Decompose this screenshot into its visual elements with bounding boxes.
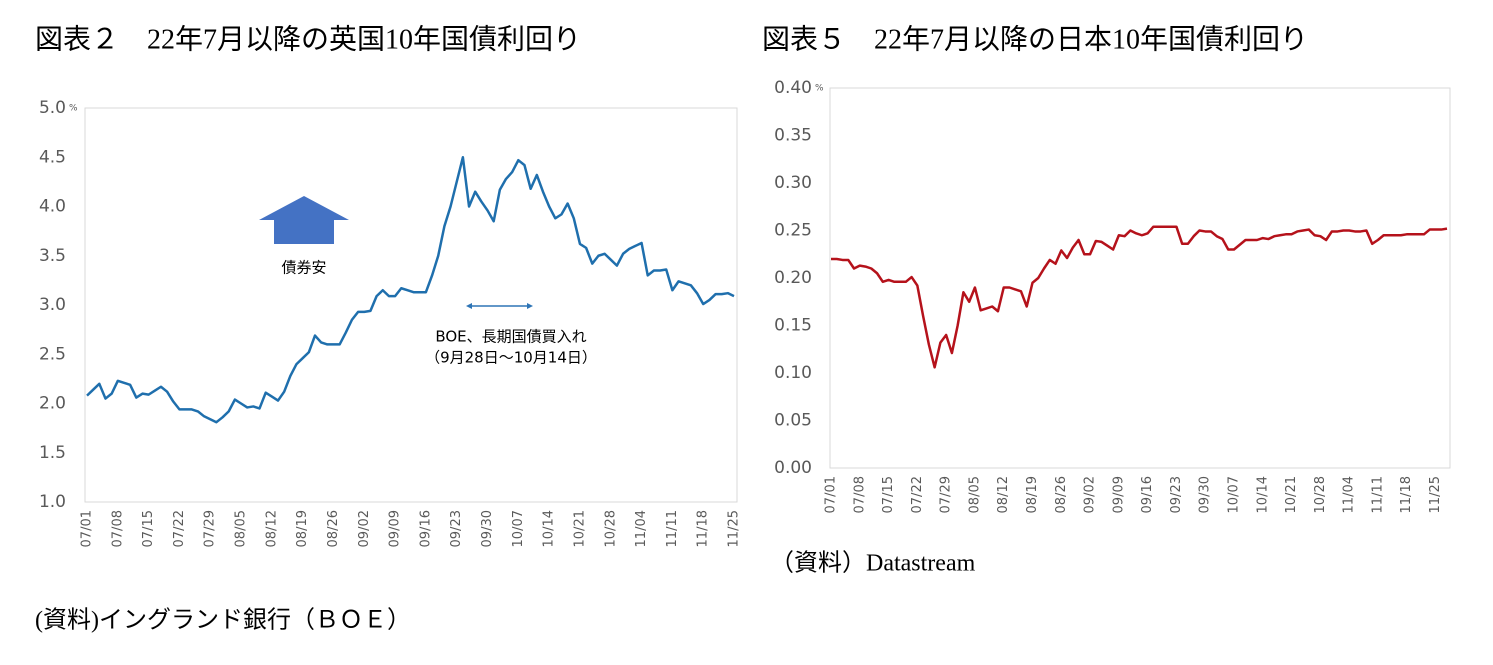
x-tick-label: 08/26: [1054, 476, 1069, 513]
annotation: （9月28日～10月14日）: [425, 349, 597, 367]
x-tick-label: 11/25: [1428, 476, 1443, 513]
x-tick-label: 09/30: [480, 510, 495, 547]
up-arrow: [259, 196, 349, 244]
x-tick-label: 09/02: [357, 510, 372, 547]
x-tick-label: 07/22: [910, 476, 925, 513]
x-tick-label: 10/07: [511, 510, 526, 547]
y-tick-label: 0.15: [774, 316, 812, 336]
x-tick-label: 11/18: [696, 510, 711, 547]
x-tick-label: 07/29: [203, 510, 218, 547]
x-tick-label: 10/14: [542, 510, 557, 547]
x-tick-label: 07/01: [80, 510, 95, 547]
x-tick-label: 08/19: [1025, 476, 1040, 513]
x-tick-label: 08/12: [264, 510, 279, 547]
y-tick-label: 0.30: [774, 173, 812, 193]
x-tick-label: 11/04: [634, 510, 649, 547]
data-line: [86, 156, 735, 424]
y-tick-label: 3.5: [39, 246, 66, 266]
x-tick-label: 11/11: [665, 510, 680, 547]
x-tick-label: 11/25: [727, 510, 742, 547]
x-tick-label: 08/12: [996, 476, 1011, 513]
x-tick-label: 10/28: [1313, 476, 1328, 513]
x-tick-label: 11/11: [1370, 476, 1385, 513]
y-tick-label: 0.40: [774, 78, 812, 98]
source-note: (資料)イングランド銀行（ＢＯＥ）: [35, 607, 411, 634]
y-unit: %: [815, 84, 824, 94]
y-tick-label: 5.0: [39, 98, 66, 118]
x-tick-label: 09/23: [1169, 476, 1184, 513]
source-note: （資料）Datastream: [770, 550, 976, 577]
annotation: 債券安: [281, 259, 326, 277]
x-tick-label: 07/29: [939, 476, 954, 513]
y-tick-label: 0.20: [774, 268, 812, 288]
plot-frame: [84, 107, 738, 503]
x-tick-label: 10/07: [1226, 476, 1241, 513]
x-tick-label: 07/15: [881, 476, 896, 513]
x-tick-label: 11/04: [1342, 476, 1357, 513]
x-tick-label: 08/26: [326, 510, 341, 547]
y-tick-label: 4.0: [39, 197, 66, 217]
y-tick-label: 2.5: [39, 344, 66, 364]
x-tick-label: 11/18: [1399, 476, 1414, 513]
x-tick-label: 09/16: [418, 510, 433, 547]
x-tick-label: 08/19: [295, 510, 310, 547]
y-tick-label: 2.0: [39, 394, 66, 414]
x-tick-label: 07/22: [172, 510, 187, 547]
y-tick-label: 0.10: [774, 363, 812, 383]
plot-frame: [829, 87, 1451, 469]
y-tick-label: 1.5: [39, 443, 66, 463]
x-tick-label: 10/21: [572, 510, 587, 547]
annotation: BOE、長期国債買入れ: [435, 328, 586, 346]
x-tick-label: 07/08: [110, 510, 125, 547]
x-tick-label: 09/02: [1083, 476, 1098, 513]
y-unit: %: [69, 104, 78, 114]
x-tick-label: 08/05: [234, 510, 249, 547]
x-tick-label: 10/21: [1284, 476, 1299, 513]
x-tick-label: 07/08: [852, 476, 867, 513]
x-tick-label: 07/01: [824, 476, 839, 513]
x-tick-label: 09/30: [1198, 476, 1213, 513]
chart-title: 図表２ 22年7月以降の英国10年国債利回り: [35, 23, 581, 55]
range-arrow: [466, 303, 533, 309]
x-tick-label: 10/28: [603, 510, 618, 547]
y-tick-label: 3.0: [39, 295, 66, 315]
x-tick-label: 10/14: [1255, 476, 1270, 513]
y-tick-label: 0.05: [774, 411, 812, 431]
x-tick-label: 09/23: [449, 510, 464, 547]
x-tick-label: 09/09: [388, 510, 403, 547]
data-line: [831, 225, 1448, 369]
y-tick-label: 0.25: [774, 221, 812, 241]
x-tick-label: 07/15: [141, 510, 156, 547]
y-tick-label: 0.35: [774, 126, 812, 146]
y-tick-label: 0.00: [774, 458, 812, 478]
chart-title: 図表５ 22年7月以降の日本10年国債利回り: [762, 23, 1308, 55]
x-tick-label: 09/16: [1140, 476, 1155, 513]
y-tick-label: 1.0: [39, 492, 66, 512]
x-tick-label: 09/09: [1111, 476, 1126, 513]
y-tick-label: 4.5: [39, 147, 66, 167]
x-tick-label: 08/05: [967, 476, 982, 513]
